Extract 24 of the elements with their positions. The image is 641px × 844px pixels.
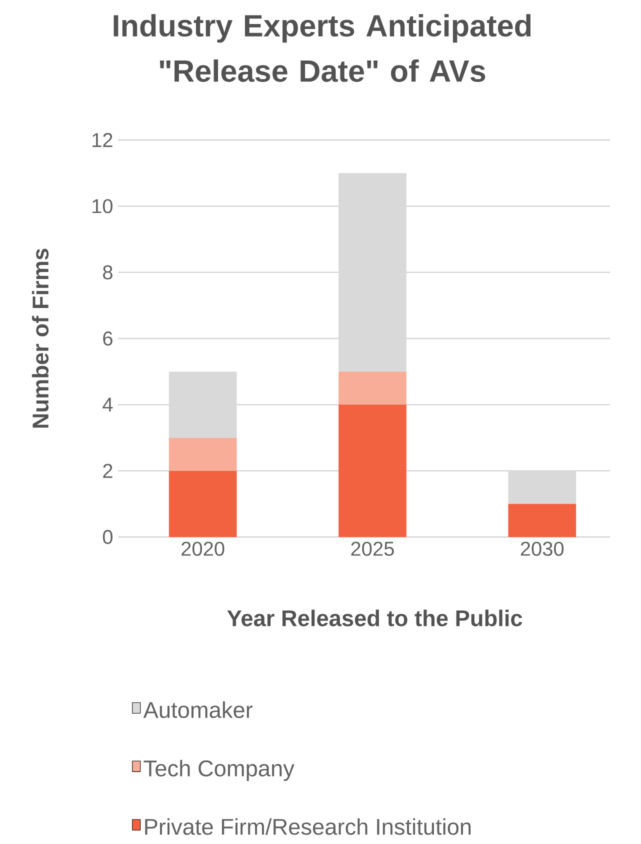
bar (168, 470, 237, 537)
y-tick-label: 10 (92, 199, 112, 214)
bar (338, 404, 406, 537)
y-axis-title: Number of Firms (32, 248, 49, 428)
x-axis-title: Year Released to the Public (227, 610, 522, 626)
y-tick-label: 8 (103, 265, 112, 280)
y-tick-label: 12 (92, 133, 112, 147)
legend-label: Tech Company (144, 760, 294, 781)
y-tick-label: 4 (102, 398, 113, 412)
legend-label: Private Firm/Research Institution (145, 818, 471, 835)
x-tick-label: 2020 (182, 542, 224, 556)
bar (338, 372, 406, 405)
bar (168, 372, 237, 438)
bar (338, 173, 406, 372)
bar (168, 438, 237, 471)
x-tick-label: 2025 (351, 542, 394, 556)
bar (508, 504, 576, 537)
chart-title: Industry Experts Anticipated "Release Date" of AVs (114, 14, 531, 82)
y-tick-label: 0 (102, 530, 112, 544)
y-tick-label: 6 (103, 331, 112, 346)
bar (508, 470, 576, 504)
x-tick-label: 2030 (520, 542, 564, 556)
legend-label: Automaker (143, 701, 253, 718)
y-tick-label: 2 (103, 464, 112, 478)
